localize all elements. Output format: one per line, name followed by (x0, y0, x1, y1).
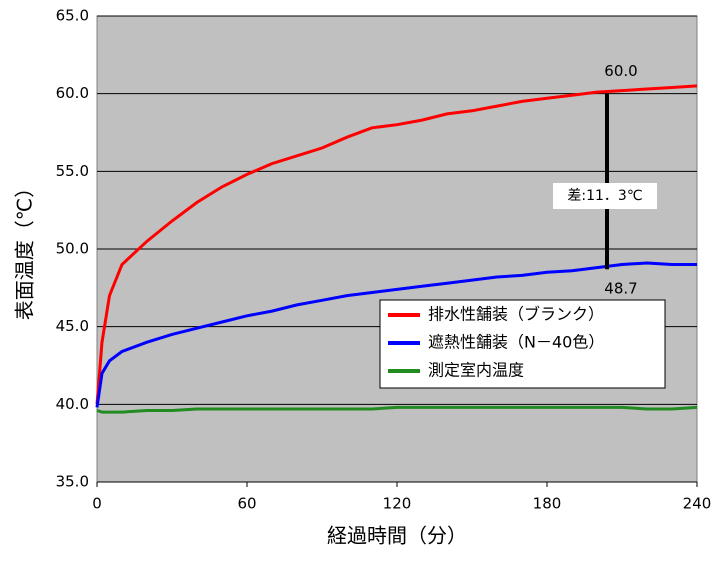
difference-lower-label: 48.7 (604, 280, 637, 298)
y-tick-label: 35.0 (56, 473, 89, 491)
x-tick-label: 0 (92, 495, 102, 513)
data-line (95, 84, 698, 405)
y-axis-label: 表面温度（℃） (13, 178, 37, 320)
y-tick-label: 65.0 (56, 7, 89, 25)
difference-upper-label: 60.0 (604, 62, 637, 80)
legend-label: 排水性舗装（ブランク） (428, 305, 604, 324)
x-tick-label: 60 (237, 495, 256, 513)
x-tick-label: 240 (683, 495, 712, 513)
difference-box (553, 183, 657, 209)
data-line (95, 261, 697, 408)
x-tick-label: 120 (383, 495, 412, 513)
x-tick-label: 180 (533, 495, 562, 513)
data-line (96, 405, 698, 414)
y-tick-label: 40.0 (56, 395, 89, 413)
legend-box (379, 299, 666, 389)
y-tick-label: 55.0 (56, 162, 89, 180)
legend-label: 遮熱性舗装（N－40色） (428, 333, 604, 352)
y-tick-label: 45.0 (56, 317, 89, 335)
difference-label: 差:11．3℃ (567, 188, 642, 204)
x-axis-label: 経過時間（分） (327, 524, 467, 548)
y-tick-label: 60.0 (56, 84, 89, 102)
legend-label: 測定室内温度 (428, 361, 524, 380)
y-tick-label: 50.0 (56, 240, 89, 258)
